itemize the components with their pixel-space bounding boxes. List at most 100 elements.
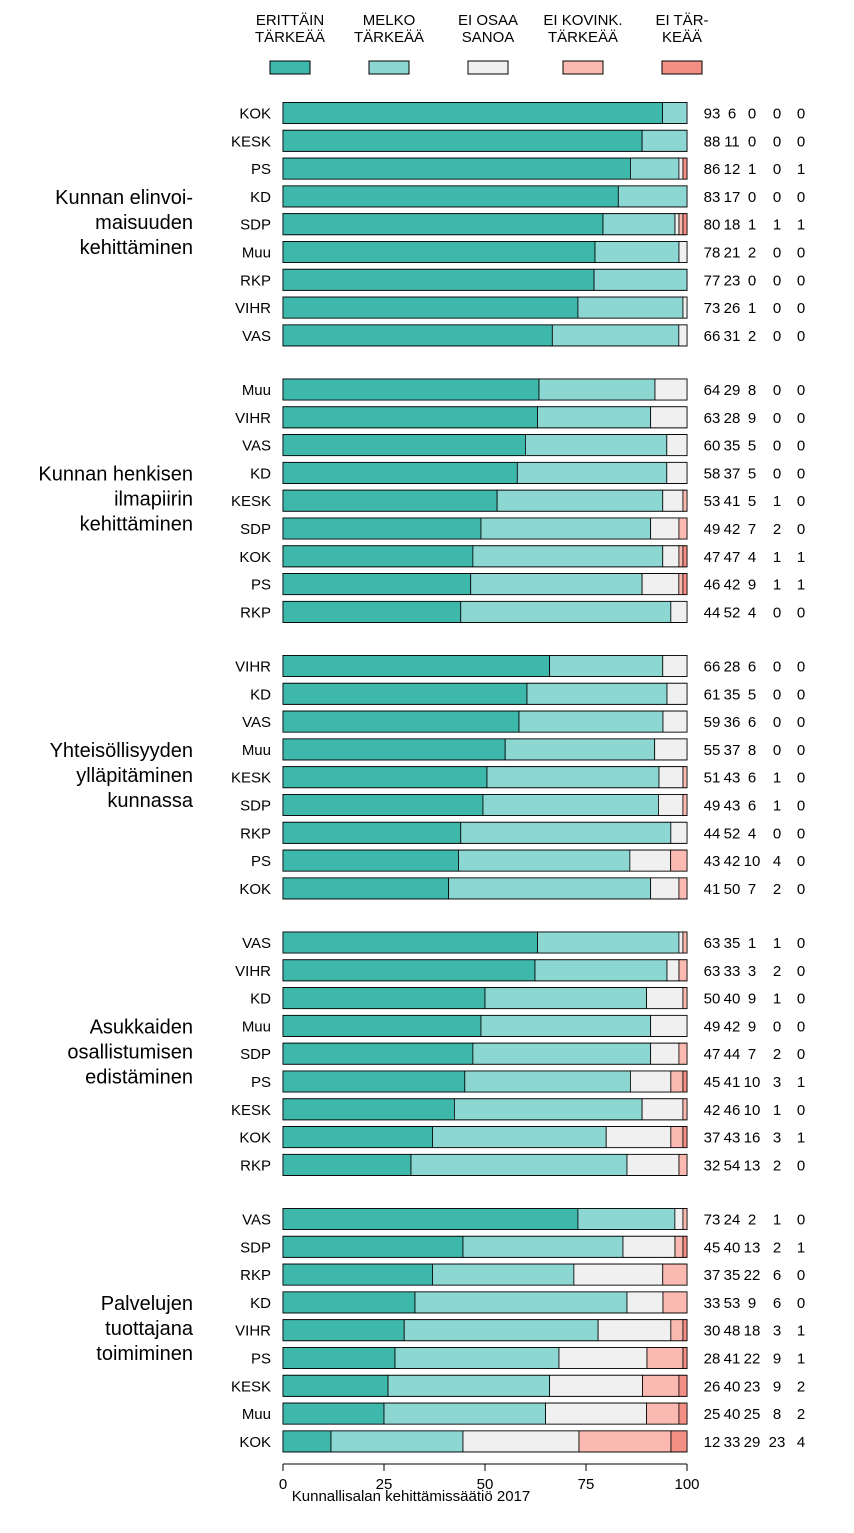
value-label: 0 xyxy=(797,881,805,898)
value-label: 6 xyxy=(728,106,736,123)
category-label: KD xyxy=(250,189,271,206)
value-label: 2 xyxy=(797,1378,805,1395)
category-label: KD xyxy=(250,991,271,1008)
category-label: KESK xyxy=(231,493,271,510)
value-label: 33 xyxy=(724,1434,741,1451)
bar-segment xyxy=(641,1098,684,1121)
value-label: 33 xyxy=(724,963,741,980)
value-label: 0 xyxy=(748,133,756,150)
value-label: 10 xyxy=(744,1102,761,1119)
category-label: KOK xyxy=(239,1434,271,1451)
value-label: 46 xyxy=(704,577,721,594)
value-label: 2 xyxy=(773,1157,781,1174)
bar-segment xyxy=(504,738,656,761)
bar-segment xyxy=(282,268,595,291)
bar-segment xyxy=(282,601,462,623)
bar-segment xyxy=(282,1098,455,1121)
value-label: 4 xyxy=(773,853,781,870)
category-label: SDP xyxy=(240,1239,271,1256)
value-label: 1 xyxy=(773,217,781,234)
value-label: 1 xyxy=(797,549,805,566)
category-label: KOK xyxy=(239,881,271,898)
value-label: 3 xyxy=(748,963,756,980)
legend-swatch xyxy=(269,60,311,75)
value-label: 1 xyxy=(797,1323,805,1340)
value-label: 0 xyxy=(797,465,805,482)
bar-segment xyxy=(282,821,462,844)
bar-segment xyxy=(650,877,680,900)
bar-segment xyxy=(282,1263,433,1286)
value-label: 1 xyxy=(773,577,781,594)
x-tick-label: 75 xyxy=(578,1476,595,1493)
value-label: 0 xyxy=(773,272,781,289)
bar-segment xyxy=(617,185,688,208)
value-label: 0 xyxy=(773,410,781,427)
value-label: 31 xyxy=(724,328,741,345)
value-label: 47 xyxy=(704,549,721,566)
category-label: KESK xyxy=(231,1378,271,1395)
value-label: 48 xyxy=(724,1323,741,1340)
bar-segment xyxy=(448,877,652,900)
bar-segment xyxy=(641,573,680,595)
legend-swatch xyxy=(368,60,410,75)
bar-segment xyxy=(630,157,680,180)
value-label: 41 xyxy=(704,881,721,898)
bar-segment xyxy=(662,710,688,733)
value-label: 66 xyxy=(704,328,721,345)
bar-segment xyxy=(658,766,684,789)
category-label: KOK xyxy=(239,549,271,566)
bar-segment xyxy=(453,1098,643,1121)
category-label: SDP xyxy=(240,798,271,815)
credit-text: Kunnallisalan kehittämissäätiö 2017 xyxy=(0,1488,854,1505)
bar-segment xyxy=(666,682,688,705)
bar-segment xyxy=(282,324,553,347)
bar-segment xyxy=(682,1126,688,1148)
value-label: 0 xyxy=(797,659,805,676)
value-label: 1 xyxy=(797,1130,805,1147)
bar-segment xyxy=(282,1235,464,1258)
bar-segment xyxy=(282,1042,474,1065)
value-label: 6 xyxy=(748,714,756,731)
bar-segment xyxy=(282,241,596,263)
value-label: 0 xyxy=(797,438,805,455)
value-label: 40 xyxy=(724,1406,741,1423)
bar-segment xyxy=(670,601,688,623)
value-label: 1 xyxy=(797,1239,805,1256)
bar-segment xyxy=(282,1154,412,1176)
bar-segment xyxy=(282,1347,396,1369)
value-label: 49 xyxy=(704,1018,721,1035)
value-label: 4 xyxy=(797,1434,805,1451)
value-label: 10 xyxy=(744,853,761,870)
value-label: 43 xyxy=(704,853,721,870)
bar-segment xyxy=(282,102,663,124)
value-label: 73 xyxy=(704,1212,721,1229)
value-label: 40 xyxy=(724,1239,741,1256)
value-label: 0 xyxy=(773,686,781,703)
category-label: KD xyxy=(250,1295,271,1312)
bar-segment xyxy=(674,1235,684,1258)
group-title: edistäminen xyxy=(85,1067,193,1089)
bar-segment xyxy=(282,710,520,733)
bar-segment xyxy=(282,1015,482,1037)
value-label: 77 xyxy=(704,272,721,289)
bar-segment xyxy=(526,682,668,705)
value-label: 0 xyxy=(797,686,805,703)
bar-segment xyxy=(458,849,631,872)
value-label: 9 xyxy=(748,1018,756,1035)
value-label: 40 xyxy=(724,991,741,1008)
value-label: 61 xyxy=(704,686,721,703)
value-label: 1 xyxy=(797,161,805,178)
value-label: 2 xyxy=(748,328,756,345)
bar-segment xyxy=(282,1291,416,1314)
value-label: 28 xyxy=(724,659,741,676)
bar-segment xyxy=(670,1430,688,1453)
bar-segment xyxy=(282,877,450,900)
category-label: PS xyxy=(251,1074,271,1091)
category-label: VIHR xyxy=(235,410,271,427)
bar-segment xyxy=(605,1126,672,1148)
bar-segment xyxy=(678,545,684,568)
value-label: 55 xyxy=(704,742,721,759)
value-label: 7 xyxy=(748,1046,756,1063)
value-label: 0 xyxy=(797,853,805,870)
bar-segment xyxy=(666,461,688,484)
